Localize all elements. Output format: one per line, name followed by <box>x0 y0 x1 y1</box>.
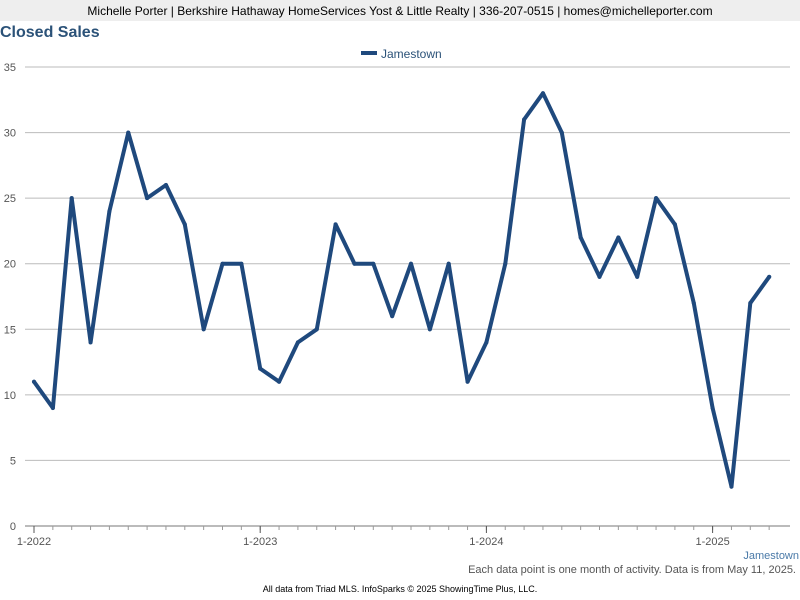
data-point <box>748 301 753 306</box>
data-point <box>427 327 432 332</box>
y-tick-label: 0 <box>10 521 16 533</box>
series-line-jamestown <box>32 91 772 489</box>
header-contact-text: Michelle Porter | Berkshire Hathaway Hom… <box>87 3 713 18</box>
data-point <box>201 327 206 332</box>
y-tick-label: 35 <box>4 62 16 74</box>
data-point <box>390 314 395 319</box>
data-point <box>314 327 319 332</box>
data-point <box>220 261 225 266</box>
data-point <box>145 196 150 201</box>
data-point <box>163 183 168 188</box>
data-point <box>446 261 451 266</box>
data-point <box>88 340 93 345</box>
y-tick-label: 25 <box>4 193 16 205</box>
x-tick-label: 1-2024 <box>469 536 503 548</box>
data-point <box>352 261 357 266</box>
grid-lines <box>25 66 790 461</box>
data-point <box>710 405 715 410</box>
data-point <box>295 340 300 345</box>
data-point <box>540 91 545 96</box>
data-point <box>484 340 489 345</box>
data-point <box>371 261 376 266</box>
series-lines <box>32 91 772 489</box>
y-tick-label: 5 <box>10 455 16 467</box>
data-point <box>69 196 74 201</box>
data-point <box>559 130 564 135</box>
x-tick-label: 1-2022 <box>17 536 51 548</box>
data-point <box>409 261 413 266</box>
data-credits: All data from Triad MLS. InfoSparks © 20… <box>262 584 538 594</box>
data-point <box>691 301 696 306</box>
header-contact-bar: Michelle Porter | Berkshire Hathaway Hom… <box>0 0 800 21</box>
data-point <box>654 196 659 201</box>
data-point <box>616 235 621 240</box>
data-point <box>126 130 131 135</box>
x-tick-label: 1-2023 <box>243 536 277 548</box>
y-tick-label: 30 <box>4 128 16 140</box>
x-tick-label: 1-2025 <box>695 536 729 548</box>
legend: Jamestown <box>361 47 442 61</box>
data-point <box>522 117 527 122</box>
data-point <box>465 379 470 384</box>
data-point <box>729 484 734 489</box>
data-point <box>239 261 244 266</box>
data-point <box>182 222 187 227</box>
data-point <box>578 235 583 240</box>
data-point <box>107 209 112 214</box>
data-point <box>258 366 263 371</box>
chart-title: Closed Sales <box>0 24 100 41</box>
x-axis-corner-label: Jamestown <box>743 550 799 562</box>
y-tick-label: 20 <box>4 259 16 271</box>
data-footnote: Each data point is one month of activity… <box>468 564 796 576</box>
data-point <box>503 261 508 266</box>
y-tick-label: 10 <box>4 390 16 402</box>
data-point <box>635 274 640 279</box>
data-point <box>597 274 602 279</box>
legend-label: Jamestown <box>381 47 442 61</box>
data-point <box>277 379 282 384</box>
data-point <box>333 222 338 227</box>
data-point <box>672 222 677 227</box>
data-point <box>767 274 772 279</box>
data-point <box>32 379 36 384</box>
axes: 0 5 10 15 20 25 30 35 1-2022 1-2023 1-2024 1-2025 Ja… <box>4 62 799 562</box>
y-tick-label: 15 <box>4 324 16 336</box>
data-point <box>50 405 55 410</box>
